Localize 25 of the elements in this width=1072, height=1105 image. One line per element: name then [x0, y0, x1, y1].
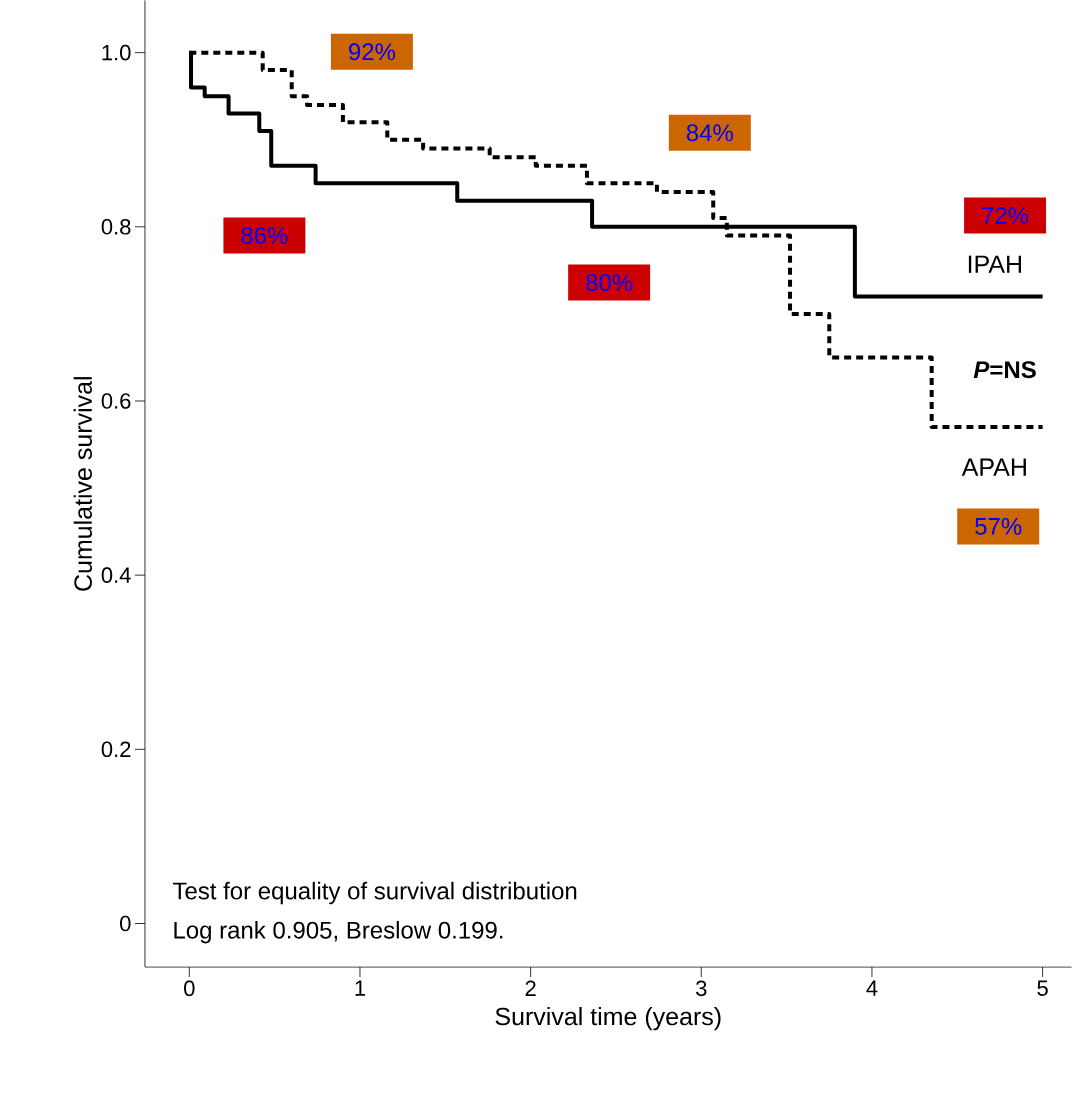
x-tick-label: 3: [696, 980, 707, 997]
annotation: 72%: [982, 207, 1029, 224]
y-axis-title: Cumulative survival: [73, 377, 92, 591]
series-label: APAH: [961, 458, 1026, 476]
x-tick-label: 0: [184, 980, 195, 997]
y-tick-label: 1.0: [102, 44, 131, 61]
y-tick-label: 0.4: [101, 567, 131, 583]
annotation: Test for equality of survival distribution: [172, 881, 577, 905]
annotation: P=NS: [973, 361, 1036, 379]
annotation: Log rank 0.905, Breslow 0.199.: [174, 921, 503, 944]
y-tick-label: 0.2: [101, 741, 131, 758]
x-tick-label: 5: [1037, 980, 1048, 996]
annotation: 92%: [349, 43, 396, 61]
x-tick-label: 2: [525, 980, 536, 996]
y-tick-label: 0.6: [101, 393, 131, 409]
annotation: 84%: [686, 124, 733, 142]
x-axis-title: Survival time (years): [495, 1007, 721, 1031]
x-tick-label: 4: [866, 980, 878, 996]
annotation: 86%: [241, 227, 288, 245]
y-tick-label: 0: [120, 915, 131, 932]
series-label: IPAH: [968, 255, 1022, 273]
y-tick-label: 0.8: [101, 219, 131, 235]
annotation: 57%: [975, 517, 1022, 535]
annotation: 80%: [586, 274, 633, 292]
x-tick-label: 1: [355, 980, 366, 996]
